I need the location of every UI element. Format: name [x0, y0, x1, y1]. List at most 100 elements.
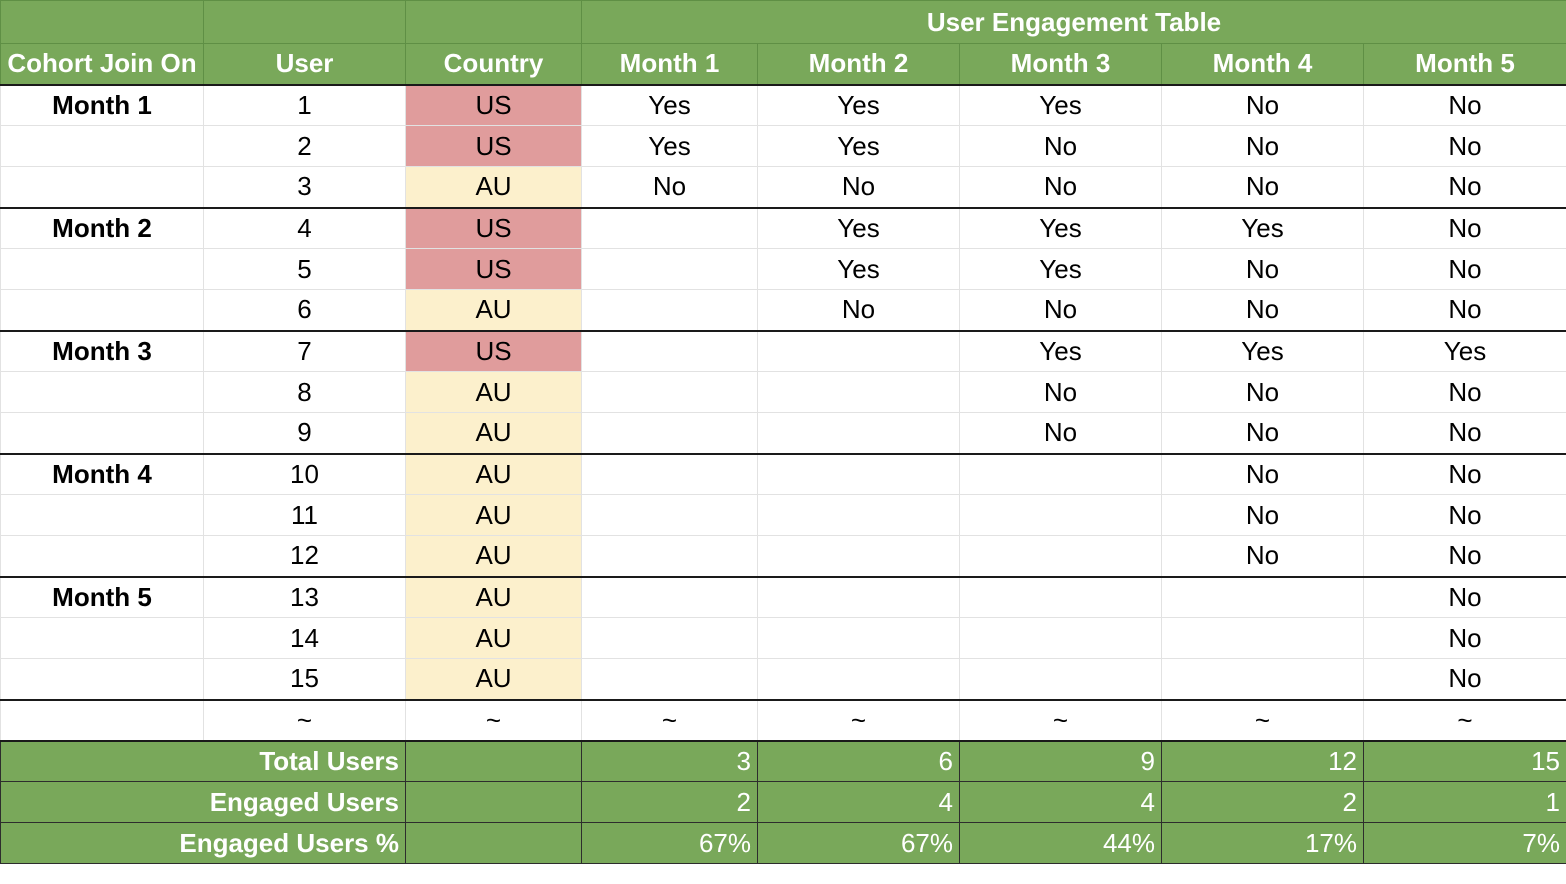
month-4-cell[interactable]: No: [1161, 166, 1364, 209]
month-5-cell[interactable]: No: [1363, 453, 1566, 495]
summary-empty-cell[interactable]: [405, 781, 582, 823]
month-3-cell[interactable]: No: [959, 289, 1162, 332]
total-users-label[interactable]: Total Users: [0, 740, 406, 782]
month-3-cell[interactable]: [959, 576, 1162, 618]
month-5-cell[interactable]: No: [1363, 412, 1566, 455]
month-5-cell[interactable]: No: [1363, 371, 1566, 413]
month-3-cell[interactable]: No: [959, 412, 1162, 455]
table-title[interactable]: User Engagement Table: [581, 0, 1566, 44]
month-3-cell[interactable]: Yes: [959, 207, 1162, 249]
ellipsis-cell[interactable]: ~: [581, 699, 758, 742]
month-5-cell[interactable]: No: [1363, 207, 1566, 249]
month-3-cell[interactable]: [959, 535, 1162, 578]
cohort-cell[interactable]: [0, 617, 204, 659]
cohort-cell[interactable]: [0, 125, 204, 167]
month-3-cell[interactable]: [959, 658, 1162, 701]
user-cell[interactable]: 13: [203, 576, 406, 618]
ellipsis-cell[interactable]: [0, 699, 204, 742]
country-cell[interactable]: AU: [405, 535, 582, 578]
month-2-cell[interactable]: [757, 453, 960, 495]
country-cell[interactable]: AU: [405, 494, 582, 536]
month-4-cell[interactable]: No: [1161, 84, 1364, 126]
header-month-1[interactable]: Month 1: [581, 43, 758, 86]
month-5-cell[interactable]: No: [1363, 576, 1566, 618]
month-4-cell[interactable]: No: [1161, 494, 1364, 536]
user-cell[interactable]: 10: [203, 453, 406, 495]
cohort-cell[interactable]: Month 1: [0, 84, 204, 126]
month-1-cell[interactable]: [581, 535, 758, 578]
month-5-cell[interactable]: Yes: [1363, 330, 1566, 372]
user-cell[interactable]: 7: [203, 330, 406, 372]
country-cell[interactable]: US: [405, 84, 582, 126]
month-4-cell[interactable]: No: [1161, 412, 1364, 455]
cohort-cell[interactable]: Month 5: [0, 576, 204, 618]
month-5-cell[interactable]: No: [1363, 494, 1566, 536]
month-3-cell[interactable]: [959, 494, 1162, 536]
month-5-cell[interactable]: No: [1363, 289, 1566, 332]
engaged-pct-value[interactable]: 7%: [1363, 822, 1566, 864]
month-2-cell[interactable]: Yes: [757, 207, 960, 249]
month-4-cell[interactable]: [1161, 658, 1364, 701]
engaged-pct-value[interactable]: 67%: [757, 822, 960, 864]
month-3-cell[interactable]: No: [959, 166, 1162, 209]
cohort-cell[interactable]: [0, 535, 204, 578]
month-4-cell[interactable]: Yes: [1161, 207, 1364, 249]
cohort-cell[interactable]: Month 3: [0, 330, 204, 372]
month-4-cell[interactable]: No: [1161, 125, 1364, 167]
header-month-5[interactable]: Month 5: [1363, 43, 1566, 86]
country-cell[interactable]: US: [405, 330, 582, 372]
month-3-cell[interactable]: Yes: [959, 330, 1162, 372]
engaged-pct-value[interactable]: 67%: [581, 822, 758, 864]
engaged-pct-value[interactable]: 17%: [1161, 822, 1364, 864]
month-4-cell[interactable]: No: [1161, 371, 1364, 413]
user-cell[interactable]: 1: [203, 84, 406, 126]
total-users-value[interactable]: 6: [757, 740, 960, 782]
month-2-cell[interactable]: [757, 617, 960, 659]
user-cell[interactable]: 11: [203, 494, 406, 536]
month-1-cell[interactable]: Yes: [581, 125, 758, 167]
month-4-cell[interactable]: No: [1161, 453, 1364, 495]
empty-header-cell[interactable]: [0, 0, 204, 44]
user-cell[interactable]: 4: [203, 207, 406, 249]
country-cell[interactable]: AU: [405, 617, 582, 659]
engaged-users-value[interactable]: 2: [581, 781, 758, 823]
month-3-cell[interactable]: Yes: [959, 84, 1162, 126]
engaged-pct-value[interactable]: 44%: [959, 822, 1162, 864]
country-cell[interactable]: AU: [405, 453, 582, 495]
user-cell[interactable]: 5: [203, 248, 406, 290]
month-5-cell[interactable]: No: [1363, 658, 1566, 701]
month-1-cell[interactable]: [581, 658, 758, 701]
month-1-cell[interactable]: [581, 453, 758, 495]
summary-empty-cell[interactable]: [405, 822, 582, 864]
month-1-cell[interactable]: [581, 494, 758, 536]
month-4-cell[interactable]: No: [1161, 535, 1364, 578]
total-users-value[interactable]: 12: [1161, 740, 1364, 782]
user-cell[interactable]: 2: [203, 125, 406, 167]
month-1-cell[interactable]: [581, 207, 758, 249]
month-1-cell[interactable]: Yes: [581, 84, 758, 126]
country-cell[interactable]: AU: [405, 371, 582, 413]
month-2-cell[interactable]: Yes: [757, 84, 960, 126]
user-cell[interactable]: 12: [203, 535, 406, 578]
country-cell[interactable]: AU: [405, 166, 582, 209]
month-4-cell[interactable]: No: [1161, 289, 1364, 332]
engaged-users-value[interactable]: 1: [1363, 781, 1566, 823]
country-cell[interactable]: US: [405, 248, 582, 290]
ellipsis-cell[interactable]: ~: [1363, 699, 1566, 742]
month-2-cell[interactable]: [757, 535, 960, 578]
month-3-cell[interactable]: [959, 453, 1162, 495]
month-2-cell[interactable]: [757, 330, 960, 372]
month-4-cell[interactable]: Yes: [1161, 330, 1364, 372]
month-2-cell[interactable]: [757, 412, 960, 455]
month-2-cell[interactable]: Yes: [757, 125, 960, 167]
month-4-cell[interactable]: [1161, 617, 1364, 659]
month-1-cell[interactable]: [581, 248, 758, 290]
cohort-cell[interactable]: [0, 248, 204, 290]
month-1-cell[interactable]: [581, 617, 758, 659]
month-1-cell[interactable]: [581, 412, 758, 455]
month-2-cell[interactable]: No: [757, 166, 960, 209]
header-user[interactable]: User: [203, 43, 406, 86]
total-users-value[interactable]: 15: [1363, 740, 1566, 782]
month-2-cell[interactable]: [757, 494, 960, 536]
summary-empty-cell[interactable]: [405, 740, 582, 782]
